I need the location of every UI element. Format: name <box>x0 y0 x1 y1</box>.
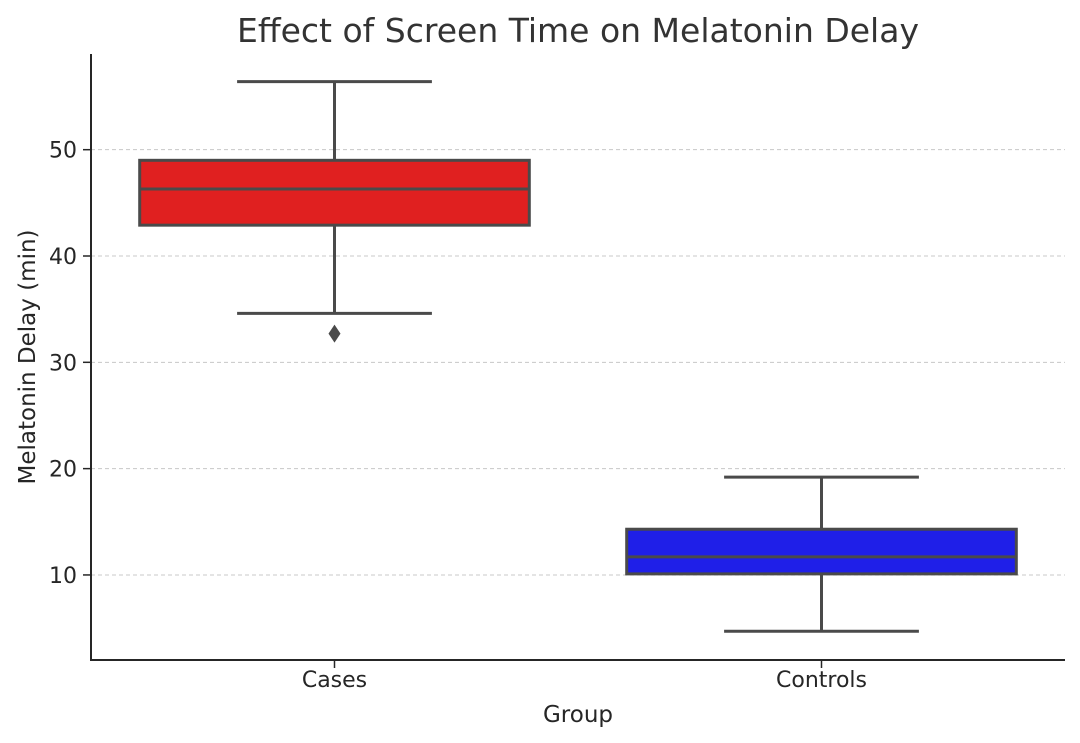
grid-lines <box>91 149 1065 576</box>
box-iqr <box>138 158 531 227</box>
box-group-controls <box>625 475 1018 633</box>
box-iqr <box>625 527 1018 576</box>
x-tick-label: Cases <box>302 668 367 693</box>
y-tick-label: 40 <box>49 245 77 270</box>
boxes <box>138 80 1018 633</box>
y-tick-label: 50 <box>49 139 77 164</box>
y-tick-label: 30 <box>49 351 77 376</box>
outlier-point <box>328 324 341 343</box>
y-tick-label: 10 <box>49 564 77 589</box>
axes <box>90 54 1065 661</box>
y-axis-label: Melatonin Delay (min) <box>15 229 41 484</box>
x-tick-label: Controls <box>776 668 867 693</box>
ticks: 10 20 30 40 50 Cases Controls <box>49 139 867 693</box>
y-tick-label: 20 <box>49 458 77 483</box>
chart-title: Effect of Screen Time on Melatonin Delay <box>237 11 919 50</box>
box-group-cases <box>138 80 531 343</box>
x-axis-label: Group <box>543 702 613 728</box>
